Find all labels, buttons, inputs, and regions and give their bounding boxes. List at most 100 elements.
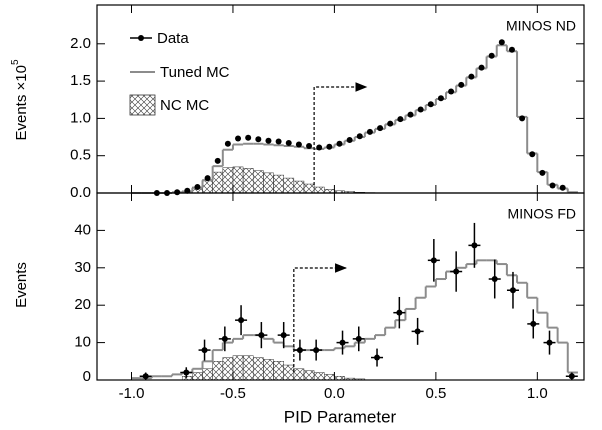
data-point — [529, 151, 536, 158]
data-point — [258, 332, 265, 339]
detector-label: MINOS FD — [508, 206, 576, 222]
nc-bar — [212, 361, 224, 381]
data-point — [448, 88, 455, 95]
y-tick-label: 0.0 — [70, 184, 91, 201]
data-point — [224, 140, 231, 147]
data-point — [468, 73, 475, 80]
data-point — [285, 140, 292, 147]
y-tick-label: 20 — [74, 296, 91, 313]
data-point — [387, 120, 394, 127]
nc-bar — [192, 372, 203, 381]
nc-bar — [242, 355, 254, 381]
nc-bar — [202, 179, 213, 194]
data-point — [396, 309, 403, 316]
data-point — [339, 339, 346, 346]
y-axis-label: Events ×105 — [10, 59, 30, 140]
nc-bar — [202, 368, 213, 381]
data-point — [453, 268, 460, 275]
legend-marker — [138, 35, 144, 41]
data-point — [491, 276, 498, 283]
nc-bar — [232, 166, 244, 194]
data-point — [336, 140, 343, 147]
data-point — [142, 373, 149, 380]
y-tick-label: 1.0 — [70, 109, 91, 126]
legend-label: NC MC — [160, 97, 209, 114]
data-point — [530, 320, 537, 327]
data-point — [377, 125, 384, 132]
y-axis-label: Events — [13, 262, 30, 308]
data-point — [427, 101, 434, 108]
data-point — [201, 347, 208, 354]
data-point — [235, 135, 242, 142]
x-tick-label: -1.0 — [119, 385, 145, 402]
data-point — [204, 175, 211, 182]
data-point — [417, 106, 424, 113]
x-tick-label: 0.5 — [425, 385, 446, 402]
y-tick-label: 1.5 — [70, 72, 91, 89]
nc-bar — [232, 355, 244, 381]
data-point — [437, 95, 444, 102]
data-point — [374, 354, 381, 361]
legend-marker — [129, 94, 156, 116]
legend-label: Data — [157, 30, 189, 47]
nc-bar — [293, 180, 305, 194]
data-point — [549, 182, 556, 189]
data-point — [355, 335, 362, 342]
data-point — [280, 332, 287, 339]
data-point — [346, 137, 353, 144]
cut-arrow — [293, 263, 348, 372]
nc-bar — [293, 368, 305, 381]
data-point — [519, 115, 526, 122]
data-point — [568, 373, 575, 380]
nc-bar — [273, 361, 284, 381]
nc-bar — [313, 186, 325, 194]
data-point — [214, 157, 221, 164]
data-point — [316, 144, 323, 151]
data-point — [275, 138, 282, 145]
data-point — [313, 347, 320, 354]
data-point — [174, 189, 181, 196]
data-point — [265, 137, 272, 144]
y-tick-label: 10 — [74, 334, 91, 351]
y-tick-label: 0 — [83, 368, 91, 385]
nc-bar — [263, 172, 274, 194]
data-point — [546, 339, 553, 346]
data-point — [430, 257, 437, 264]
y-tick-label: 40 — [74, 221, 91, 238]
cut-arrow — [313, 82, 368, 185]
data-point — [326, 143, 333, 150]
data-point — [184, 187, 191, 194]
detector-label: MINOS ND — [506, 18, 576, 34]
nc-bar — [303, 183, 315, 194]
data-point — [194, 184, 201, 191]
data-point — [498, 39, 505, 46]
data-point — [245, 134, 252, 141]
data-point — [183, 369, 190, 376]
y-tick-label: 0.5 — [70, 147, 91, 164]
data-point — [414, 328, 421, 335]
data-point — [238, 317, 245, 324]
data-point — [306, 143, 313, 149]
data-point — [488, 52, 495, 59]
nc-bar — [252, 170, 264, 194]
data-point — [508, 46, 515, 53]
nc-bar — [222, 167, 234, 194]
nc-bar — [263, 359, 274, 381]
data-point — [471, 242, 478, 249]
nc-bar — [313, 372, 325, 381]
y-tick-label: 2.0 — [70, 35, 91, 52]
data-point — [559, 184, 566, 191]
nc-bar — [252, 357, 264, 381]
data-point — [295, 141, 302, 148]
nc-bar — [283, 364, 295, 381]
data-point — [366, 128, 373, 135]
x-axis-label: PID Parameter — [284, 407, 397, 426]
data-point — [509, 287, 516, 294]
nc-bar — [303, 370, 315, 381]
data-point — [407, 111, 414, 118]
nc-bar — [212, 171, 224, 194]
nc-bar — [242, 168, 254, 194]
y-label-text: Events ×10 — [13, 65, 30, 140]
data-point — [296, 347, 303, 354]
data-point — [458, 81, 465, 88]
